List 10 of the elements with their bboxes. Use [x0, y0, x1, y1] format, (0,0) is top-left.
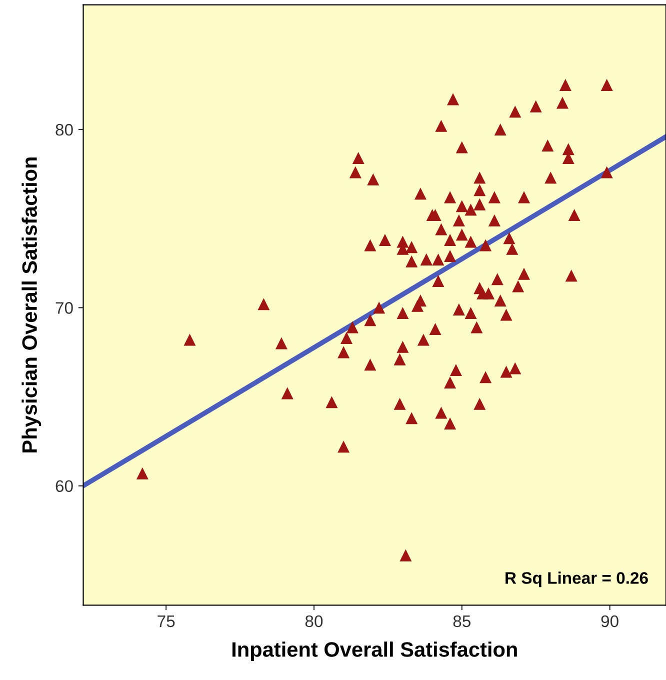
y-axis-title: Physician Overall Satisfaction: [22, 157, 42, 452]
y-tick-label: 60: [56, 480, 73, 492]
x-tick-label: 90: [601, 615, 618, 628]
x-tick-label: 80: [305, 615, 323, 628]
x-tick-label: 75: [158, 616, 175, 628]
y-tick-label: 80: [56, 124, 73, 136]
y-tick-label: 70: [56, 302, 73, 314]
x-tick-label: 85: [453, 615, 470, 628]
x-axis-title: Inpatient Overall Satisfaction: [232, 642, 517, 661]
annotation: R Sq Linear = 0.26: [506, 572, 648, 588]
